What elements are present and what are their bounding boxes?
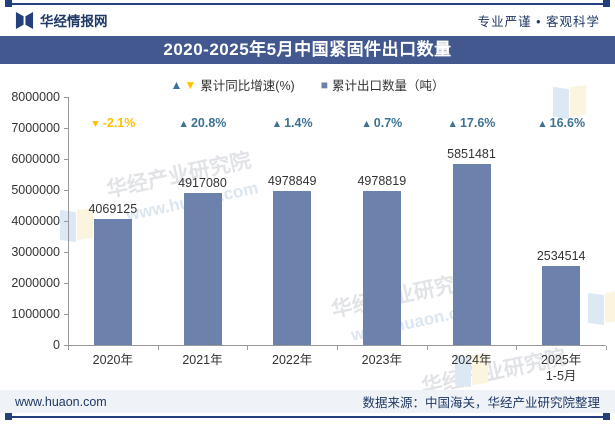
x-tick-mark (516, 346, 518, 350)
x-tick-mark (606, 346, 607, 350)
bar (542, 266, 581, 345)
bar-value-label: 4978849 (267, 173, 317, 188)
legend: ▲ ▼ 累计同比增速(%) ■ 累计出口数量（吨） (0, 75, 615, 94)
brand: 华经情报网 (15, 10, 108, 30)
y-tick-label: 4000000 (11, 214, 60, 228)
y-tick-label: 1000000 (11, 307, 60, 321)
down-triangle-icon: ▼ (90, 118, 101, 130)
watermark-text: 华经产业研究院 (104, 148, 254, 202)
up-triangle-icon: ▲ (271, 118, 283, 130)
y-tick-mark (64, 190, 68, 191)
footer-data-source: 数据来源：中国海关，华经产业研究院整理 (362, 396, 600, 410)
x-category-label: 2023年 (361, 353, 402, 367)
y-tick-mark (64, 314, 68, 315)
y-tick-label: 0 (53, 338, 60, 352)
header-slogan: 专业严谨 • 客观科学 (477, 14, 600, 29)
chart-area: 华经产业研究院 www.huaon.com 华经产业研究院 www.huaon.… (0, 64, 615, 399)
bar-value-label: 2534514 (536, 249, 586, 264)
growth-marker: ▼ -2.1% (90, 116, 136, 130)
down-triangle-icon: ▼ (184, 77, 197, 92)
bar-series-swatch-icon: ■ (320, 77, 328, 92)
header: 华经情报网 专业严谨 • 客观科学 (15, 8, 600, 32)
x-tick-mark (157, 346, 159, 350)
bar (273, 190, 312, 345)
y-tick-mark (64, 252, 68, 253)
x-tick-mark (337, 346, 338, 350)
brand-name: 华经情报网 (40, 14, 108, 29)
growth-marker: ▲ 16.6% (537, 116, 586, 130)
bar-value-label: 4069125 (88, 201, 138, 216)
x-tick-mark (68, 346, 69, 350)
x-category-label: 2025年 1-5月 (541, 353, 582, 383)
bar (183, 192, 222, 345)
y-tick-label: 3000000 (11, 245, 60, 259)
up-triangle-icon: ▲ (537, 118, 548, 130)
x-tick-mark (247, 346, 249, 350)
y-tick-mark (64, 221, 68, 222)
legend-quantity-label: 累计出口数量（吨） (331, 79, 445, 93)
bar (93, 218, 132, 345)
y-tick-mark (64, 345, 68, 346)
footer: www.huaon.com 数据来源：中国海关，华经产业研究院整理 (0, 390, 615, 413)
bar (362, 190, 401, 345)
y-axis-line (68, 97, 69, 346)
up-triangle-icon: ▲ (170, 77, 183, 92)
y-tick-label: 5000000 (11, 183, 60, 197)
legend-growth-label: 累计同比增速(%) (200, 79, 295, 93)
y-tick-mark (64, 283, 68, 284)
growth-marker: ▲ 20.8% (178, 116, 227, 130)
bar-value-label: 5851481 (447, 146, 496, 161)
legend-item-growth: ▲ ▼ 累计同比增速(%) (171, 75, 295, 94)
x-category-label: 2022年 (272, 353, 313, 367)
bar-value-label: 4978819 (357, 173, 407, 188)
y-tick-label: 8000000 (11, 90, 60, 104)
y-tick-mark (64, 97, 68, 98)
x-category-label: 2024年 (451, 353, 492, 367)
y-tick-label: 7000000 (11, 121, 60, 135)
growth-marker: ▲ 17.6% (447, 116, 496, 130)
y-tick-label: 2000000 (11, 276, 60, 290)
growth-marker: ▲ 1.4% (271, 116, 313, 130)
growth-marker: ▲ 0.7% (361, 116, 403, 130)
x-category-label: 2021年 (182, 353, 223, 367)
y-tick-mark (64, 159, 68, 160)
chart-title-bar: 2020-2025年5月中国紧固件出口数量 (0, 36, 615, 64)
bar-value-label: 4917080 (178, 175, 227, 190)
y-tick-mark (64, 128, 68, 129)
bottom-divider (5, 413, 610, 420)
x-category-label: 2020年 (92, 353, 133, 367)
bar (452, 163, 491, 345)
huajing-logo-icon (15, 11, 34, 29)
chart-title: 2020-2025年5月中国紧固件出口数量 (163, 40, 452, 59)
up-triangle-icon: ▲ (447, 118, 458, 130)
up-triangle-icon: ▲ (361, 118, 372, 130)
y-tick-label: 6000000 (11, 152, 60, 166)
footer-site-link: www.huaon.com (15, 394, 107, 409)
legend-item-quantity: ■ 累计出口数量（吨） (321, 75, 445, 94)
x-axis-line (68, 345, 606, 346)
x-tick-mark (426, 346, 428, 350)
top-divider (5, 0, 610, 7)
up-triangle-icon: ▲ (178, 118, 189, 130)
